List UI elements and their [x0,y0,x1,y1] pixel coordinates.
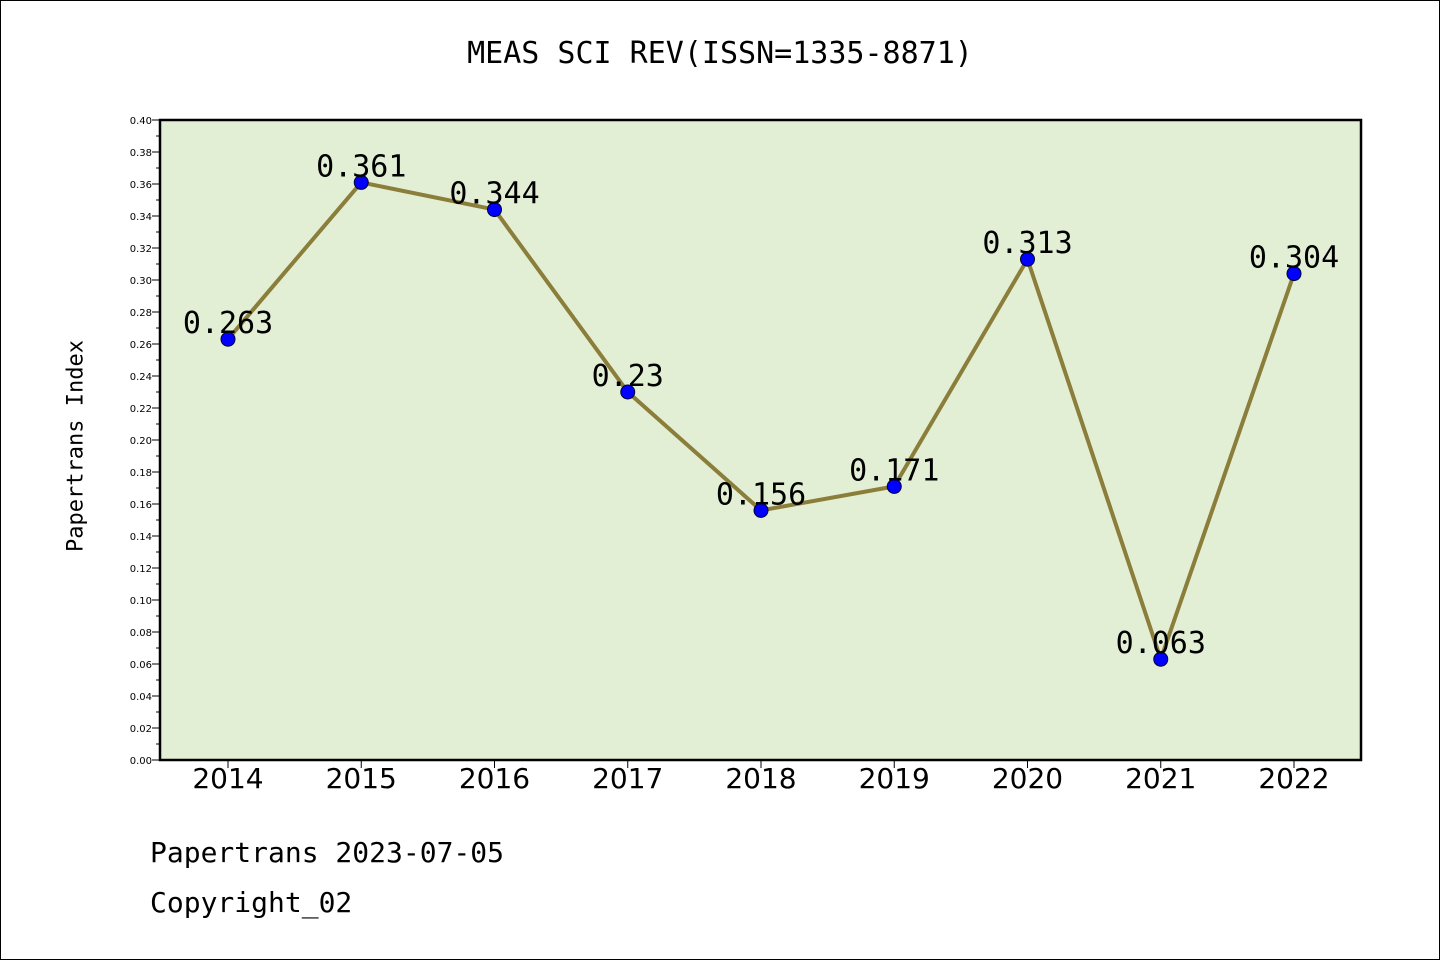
axis-ticks: 0.00 0.02 0.04 0.06 0.08 0.10 0.12 0.14 0.16 0.18… [130,116,1330,795]
data-point [220,331,236,347]
y-tick-label: 0.00 [130,756,152,767]
x-tick-label: 2020 [992,762,1063,795]
y-tick-label: 0.22 [130,404,152,415]
y-tick-label: 0.28 [130,308,152,319]
plot-area [160,120,1361,760]
data-label: 0.344 [449,177,539,212]
data-point [1286,266,1302,282]
y-tick-label: 0.08 [130,628,152,639]
data-label: 0.156 [716,477,806,512]
y-tick-label: 0.34 [130,212,152,223]
y-tick-label: 0.38 [130,148,152,159]
data-label: 0.063 [1116,626,1206,661]
x-tick-label: 2016 [459,762,530,795]
x-tick-label: 2017 [592,762,663,795]
y-tick-label: 0.16 [130,500,152,511]
y-tick-label: 0.30 [130,276,152,287]
data-label: 0.263 [183,306,273,341]
y-tick-label: 0.36 [130,180,152,191]
footer-source: Papertrans 2023-07-05 [150,836,505,869]
data-point [487,202,502,218]
y-tick-label: 0.40 [130,116,152,127]
chart-title: MEAS SCI REV(ISSN=1335-8871) [467,36,973,71]
data-label: 0.304 [1249,241,1339,276]
y-tick-label: 0.06 [130,660,152,671]
data-point [1153,651,1169,667]
data-label: 0.23 [592,359,664,394]
x-tick-label: 2018 [725,762,796,795]
y-tick-label: 0.12 [130,564,152,575]
data-point [886,478,902,494]
plot-border [158,118,1363,762]
data-label: 0.313 [982,226,1072,261]
y-tick-label: 0.04 [130,692,152,703]
y-tick-label: 0.18 [130,468,152,479]
series-group [220,174,1302,667]
y-tick-label: 0.26 [130,340,152,351]
x-tick-label: 2014 [192,762,263,795]
y-tick-label: 0.10 [130,596,152,607]
footer-copyright: Copyright_02 [150,886,353,919]
y-tick-label: 0.24 [130,372,152,383]
data-point [353,174,369,190]
data-labels: 0.263 0.361 0.344 0.23 0.156 0.171 0.313 0.063 0… [183,149,1339,661]
y-tick-label: 0.20 [130,436,152,447]
x-tick-label: 2021 [1125,762,1196,795]
x-tick-label: 2015 [326,762,397,795]
y-tick-label: 0.14 [130,532,152,543]
data-point [753,502,769,518]
data-point [620,384,636,400]
x-tick-label: 2019 [859,762,930,795]
y-tick-label: 0.32 [130,244,152,255]
x-tick-label: 2022 [1258,762,1329,795]
y-tick-label: 0.02 [130,724,152,735]
data-label: 0.361 [316,149,406,184]
data-label: 0.171 [849,453,939,488]
data-point [1020,251,1035,267]
